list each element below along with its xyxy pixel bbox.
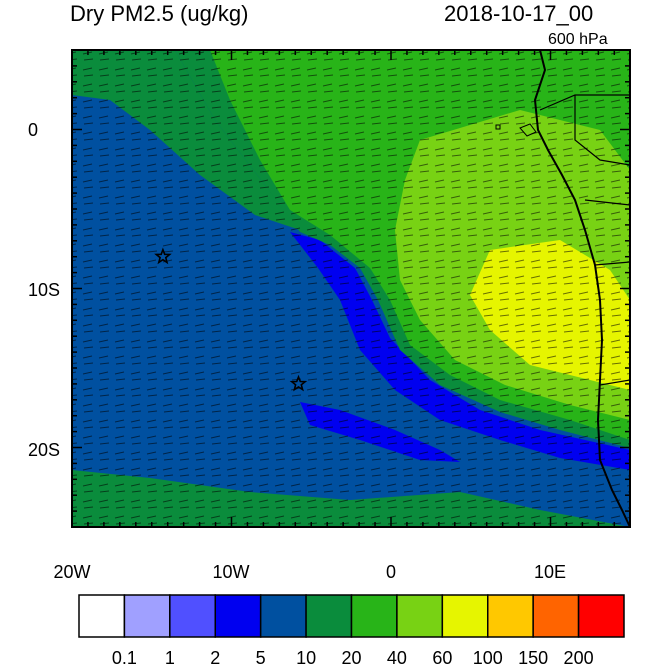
colorbar-swatch: [259, 594, 307, 638]
colorbar-label: 0.1: [111, 648, 137, 668]
lon-label-20w: 20W: [53, 562, 91, 582]
lon-label-10w: 10W: [212, 562, 250, 582]
colorbar-label: 2: [210, 648, 221, 668]
islands: [495, 123, 537, 137]
colorbar-swatch: [305, 594, 353, 638]
colorbar-swatch: [169, 594, 216, 638]
axis-ticks: [71, 49, 631, 528]
colorbar-swatch: [214, 594, 262, 638]
colorbar-swatch: [487, 594, 534, 638]
colorbar-swatch: [123, 594, 171, 638]
left-title: Dry PM2.5 (ug/kg): [70, 1, 249, 26]
pressure-level: 600 hPa: [548, 31, 608, 48]
pm25-field: [72, 50, 630, 527]
colorbar-label: 1: [164, 648, 175, 668]
lat-label-20s: 20S: [28, 440, 61, 460]
colorbar: [78, 594, 625, 638]
lat-label-0: 0: [28, 120, 39, 140]
colorbar-swatch: [396, 594, 444, 638]
colorbar-label: 150: [518, 648, 549, 668]
colorbar-swatch: [532, 594, 580, 638]
lat-label-10s: 10S: [28, 280, 61, 300]
lon-label-10e: 10E: [533, 562, 567, 582]
colorbar-swatch: [350, 594, 398, 638]
country-borders: [539, 94, 630, 386]
colorbar-swatch: [441, 594, 489, 638]
colorbar-swatch: [78, 594, 126, 638]
colorbar-label: 40: [386, 648, 407, 668]
colorbar-label: 60: [432, 648, 453, 668]
colorbar-label: 10: [296, 648, 317, 668]
star-marker-1: [154, 247, 172, 265]
lon-label-0: 0: [385, 562, 397, 582]
colorbar-label: 5: [255, 648, 266, 668]
star-marker-2: [289, 374, 308, 392]
right-title: 2018-10-17_00: [444, 1, 594, 26]
colorbar-swatch: [577, 594, 625, 638]
colorbar-label: 100: [472, 648, 503, 668]
colorbar-label: 200: [563, 648, 594, 668]
star-markers: [154, 247, 308, 392]
colorbar-label: 20: [341, 648, 362, 668]
wind-vectors: [72, 50, 630, 527]
